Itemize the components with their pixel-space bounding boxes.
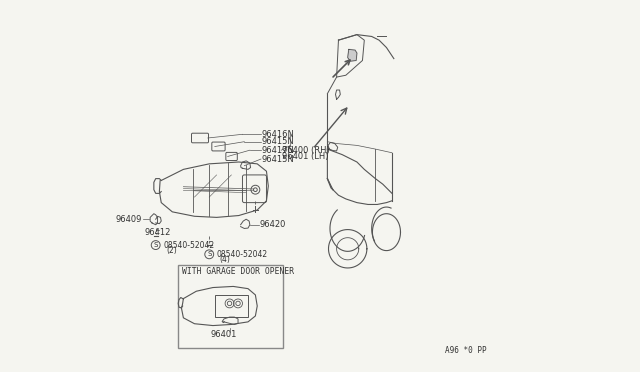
Text: 96409: 96409: [116, 215, 142, 224]
Text: 08540-52042: 08540-52042: [216, 250, 268, 259]
Text: (2): (2): [167, 246, 177, 255]
Text: (4): (4): [220, 255, 230, 264]
Text: S: S: [207, 251, 211, 257]
Text: 96412: 96412: [145, 228, 171, 237]
Text: 96401: 96401: [211, 330, 237, 339]
Text: 96415N: 96415N: [262, 154, 294, 164]
Text: A96 *0 PP: A96 *0 PP: [445, 346, 486, 355]
Text: 96417N: 96417N: [262, 146, 294, 155]
Text: S: S: [154, 242, 158, 248]
Text: 96420: 96420: [260, 220, 286, 229]
Text: 96415N: 96415N: [262, 137, 294, 146]
Text: WITH GARAGE DOOR OPENER: WITH GARAGE DOOR OPENER: [182, 267, 294, 276]
Text: 96401 (LH): 96401 (LH): [282, 152, 328, 161]
Text: 96416N: 96416N: [262, 130, 294, 139]
Text: 96400 (RH): 96400 (RH): [282, 146, 330, 155]
Bar: [215, 295, 248, 317]
Bar: [178, 265, 283, 349]
Text: 08540-52042: 08540-52042: [163, 241, 214, 250]
Polygon shape: [348, 49, 357, 61]
